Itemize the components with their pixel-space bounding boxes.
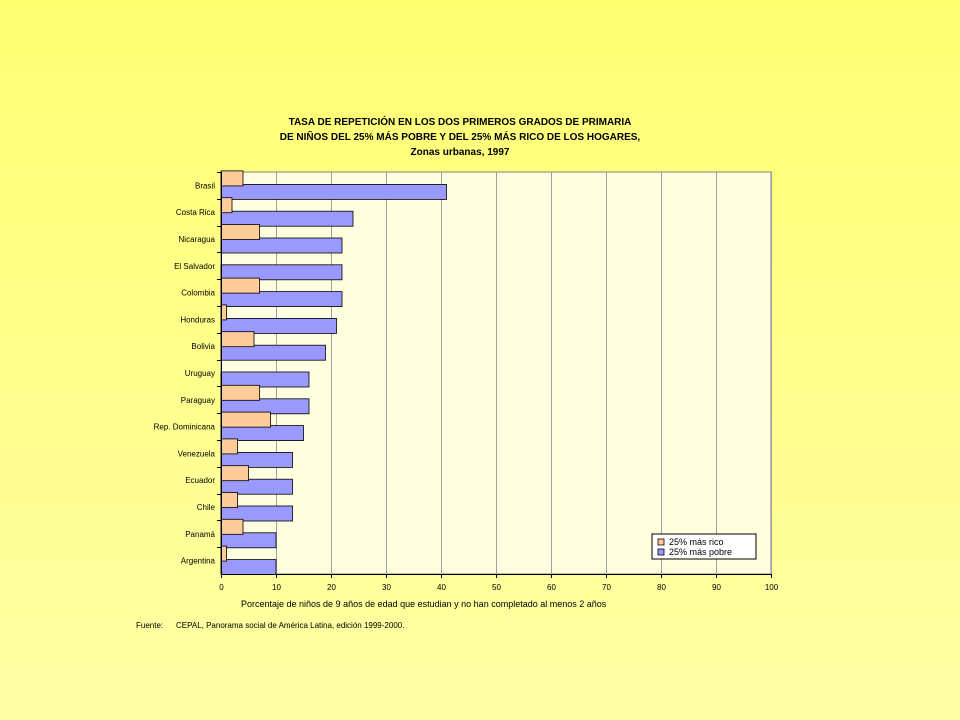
legend-box — [651, 533, 757, 560]
axes: Brasil Costa Rica Nicaragua El Salvador Colo… — [154, 172, 779, 609]
source-label: Fuente: — [136, 621, 164, 630]
bar-rich-2 — [220, 224, 260, 240]
bar-rich-13 — [220, 518, 244, 535]
category-label-6: Bolivia — [191, 342, 215, 351]
bar-poor-6 — [220, 344, 326, 361]
bar-rich-4 — [220, 277, 260, 294]
bar-poor-0 — [220, 183, 447, 200]
legend-swatch-1 — [657, 548, 665, 556]
x-tick-label-8: 80 — [657, 583, 666, 592]
category-label-9: Rep. Dominicana — [154, 423, 216, 432]
bar-poor-8 — [220, 398, 310, 415]
x-tick-label-9: 90 — [712, 583, 721, 592]
bar-poor-7 — [220, 371, 310, 388]
category-label-12: Chile — [197, 503, 216, 512]
category-label-0: Brasil — [195, 181, 215, 190]
chart-title: TASA DE REPETICIÓN EN LOS DOS PRIMEROS G… — [220, 115, 700, 160]
bar-poor-1 — [220, 210, 354, 227]
x-tick-label-2: 20 — [327, 583, 336, 592]
chart-title-line-3: Zonas urbanas, 1997 — [410, 147, 510, 158]
x-axis-title: Porcentaje de niños de 9 años de edad qu… — [241, 599, 607, 609]
bar-rich-11 — [220, 465, 249, 482]
bar-rich-6 — [220, 331, 255, 348]
bar-poor-4 — [220, 291, 343, 308]
legend-swatch-0 — [657, 538, 665, 546]
bar-rich-0 — [220, 170, 244, 187]
category-label-3: El Salvador — [174, 262, 215, 271]
bar-poor-2 — [220, 237, 343, 254]
legend-label-1: 25% más pobre — [669, 547, 732, 557]
x-tick-label-7: 70 — [602, 583, 611, 592]
bar-rich-9 — [220, 411, 271, 428]
category-label-11: Ecuador — [185, 476, 215, 485]
bar-rich-1 — [220, 197, 233, 214]
category-label-13: Panamá — [185, 530, 215, 539]
category-label-2: Nicaragua — [179, 235, 216, 244]
bar-poor-14 — [220, 559, 277, 575]
x-tick-label-6: 60 — [547, 583, 556, 592]
category-label-7: Uruguay — [185, 369, 215, 378]
legend-label-0: 25% más rico — [669, 537, 724, 547]
bar-poor-10 — [220, 451, 293, 468]
x-tick-label-0: 0 — [219, 583, 224, 592]
bar-rich-10 — [220, 438, 238, 455]
bar-poor-11 — [220, 478, 293, 495]
chart-title-line-1: TASA DE REPETICIÓN EN LOS DOS PRIMEROS G… — [288, 117, 632, 128]
category-label-14: Argentina — [181, 557, 216, 566]
category-label-1: Costa Rica — [176, 208, 216, 217]
source-note: Fuente: CEPAL, Panorama social de América… — [136, 621, 404, 630]
category-label-5: Honduras — [180, 315, 215, 324]
x-tick-label-10: 100 — [765, 583, 779, 592]
bar-poor-13 — [220, 532, 277, 549]
x-tick-label-5: 50 — [492, 583, 501, 592]
bar-rich-12 — [220, 492, 238, 508]
category-label-10: Venezuela — [178, 449, 216, 458]
x-tick-label-4: 40 — [437, 583, 446, 592]
bar-rich-8 — [220, 384, 260, 401]
source-text: CEPAL, Panorama social de América Latina… — [176, 621, 405, 630]
bar-poor-3 — [220, 264, 343, 281]
category-label-8: Paraguay — [181, 396, 215, 405]
category-label-4: Colombia — [181, 289, 215, 298]
chart-title-line-2: DE NIÑOS DEL 25% MÁS POBRE Y DEL 25% MÁS… — [279, 132, 641, 143]
x-tick-label-1: 10 — [272, 583, 281, 592]
bar-poor-9 — [220, 425, 304, 442]
bar-poor-12 — [220, 505, 293, 522]
x-tick-label-3: 30 — [382, 583, 391, 592]
bar-poor-5 — [220, 317, 337, 334]
